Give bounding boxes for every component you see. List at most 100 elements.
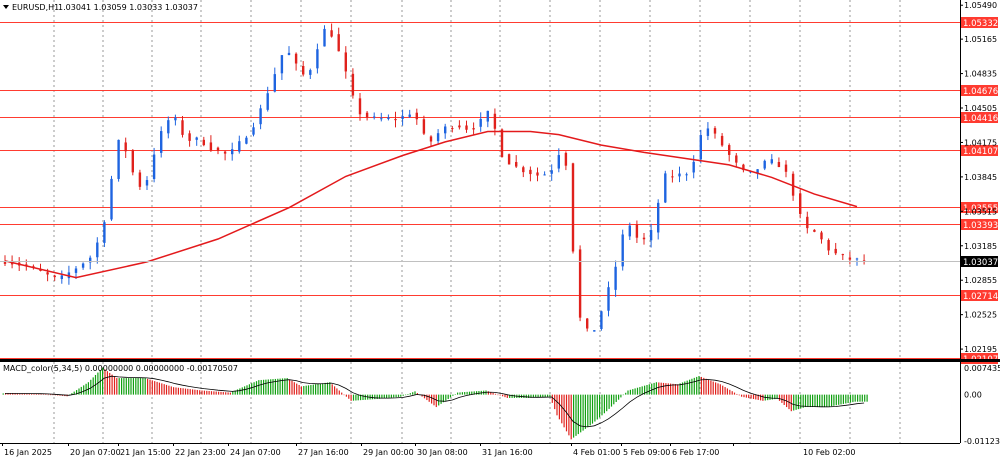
bear-candle[interactable] [813,229,816,233]
bull-candle[interactable] [543,171,546,176]
bear-candle[interactable] [216,146,220,155]
bear-candle[interactable] [465,120,468,133]
bear-candle[interactable] [578,245,582,322]
bear-candle[interactable] [202,136,205,147]
bull-candle[interactable] [600,310,603,331]
bull-candle[interactable] [486,110,489,128]
bear-candle[interactable] [586,318,589,332]
bull-candle[interactable] [238,135,241,154]
bear-candle[interactable] [507,153,511,165]
bull-candle[interactable] [60,270,63,284]
bull-candle[interactable] [557,148,560,173]
bull-candle[interactable] [685,172,688,181]
chart-header[interactable]: EURUSD,H11.03041 1.03059 1.03033 1.03037 [3,3,198,12]
bull-candle[interactable] [195,136,198,146]
bull-candle[interactable] [593,330,596,332]
bull-candle[interactable] [614,260,617,297]
bull-candle[interactable] [245,135,248,145]
bull-candle[interactable] [103,220,106,247]
bull-candle[interactable] [316,43,319,74]
bull-candle[interactable] [174,114,177,126]
bull-candle[interactable] [607,281,610,317]
bear-candle[interactable] [209,135,213,152]
bull-candle[interactable] [664,170,667,204]
bull-candle[interactable] [231,142,234,161]
bull-candle[interactable] [167,116,170,139]
bear-candle[interactable] [131,149,134,176]
bear-candle[interactable] [394,111,397,128]
bull-candle[interactable] [110,175,113,221]
bull-candle[interactable] [252,122,255,137]
bear-candle[interactable] [529,166,532,182]
bull-candle[interactable] [699,129,702,164]
bear-candle[interactable] [713,126,717,139]
bull-candle[interactable] [657,199,660,240]
bear-candle[interactable] [138,169,142,190]
bear-candle[interactable] [458,120,461,130]
bear-candle[interactable] [742,163,745,173]
bear-candle[interactable] [358,93,362,121]
bull-candle[interactable] [96,237,99,264]
bull-candle[interactable] [273,67,276,93]
bull-candle[interactable] [380,112,383,122]
bull-candle[interactable] [259,104,262,130]
bear-candle[interactable] [536,167,539,182]
bear-candle[interactable] [422,115,426,136]
time-axis[interactable]: 16 Jan 2025 20 Jan 07:00 21 Jan 15:00 22 Ja… [2,443,856,457]
indicator-axis[interactable]: 0.00743584 0.00 -0.01123930 [964,364,1000,446]
bear-candle[interactable] [571,162,575,254]
bull-candle[interactable] [373,112,376,120]
candlestick-series[interactable] [3,23,866,332]
bear-candle[interactable] [365,110,369,121]
bear-candle[interactable] [472,122,475,136]
bull-candle[interactable] [387,114,390,121]
bear-candle[interactable] [500,128,504,158]
bull-candle[interactable] [706,122,710,141]
bear-candle[interactable] [302,61,305,77]
bear-candle[interactable] [451,125,454,133]
bear-candle[interactable] [777,157,781,168]
bear-candle[interactable] [834,242,837,256]
bear-candle[interactable] [784,160,788,178]
bear-candle[interactable] [415,108,418,125]
bear-candle[interactable] [337,27,340,52]
bear-candle[interactable] [294,52,298,71]
bull-candle[interactable] [408,109,411,118]
bear-candle[interactable] [515,155,518,168]
bull-candle[interactable] [479,112,482,132]
bull-candle[interactable] [763,159,766,171]
bear-candle[interactable] [351,68,355,99]
bear-candle[interactable] [635,220,639,243]
bull-candle[interactable] [160,126,163,158]
bear-candle[interactable] [827,238,830,255]
bear-candle[interactable] [862,254,866,265]
pane-separator[interactable] [0,359,1000,362]
bull-candle[interactable] [323,25,326,47]
bear-candle[interactable] [522,165,525,178]
bear-candle[interactable] [429,135,433,147]
bull-candle[interactable] [152,147,156,183]
bear-candle[interactable] [188,130,191,147]
bear-candle[interactable] [735,153,738,168]
triangle-down-icon[interactable] [3,5,9,9]
bull-candle[interactable] [621,229,624,271]
bull-candle[interactable] [444,123,447,139]
bull-candle[interactable] [117,139,120,182]
bull-candle[interactable] [145,176,149,190]
bear-candle[interactable] [344,46,347,79]
bear-candle[interactable] [806,211,809,234]
bull-candle[interactable] [770,154,773,165]
bear-candle[interactable] [848,251,852,265]
bull-candle[interactable] [81,262,85,270]
bear-candle[interactable] [820,230,823,244]
bull-candle[interactable] [678,166,681,183]
bear-candle[interactable] [841,253,844,261]
bull-candle[interactable] [628,222,631,241]
bear-candle[interactable] [642,233,646,245]
bear-candle[interactable] [799,189,802,219]
bull-candle[interactable] [436,129,440,145]
bull-candle[interactable] [309,68,312,80]
bear-candle[interactable] [720,133,724,147]
